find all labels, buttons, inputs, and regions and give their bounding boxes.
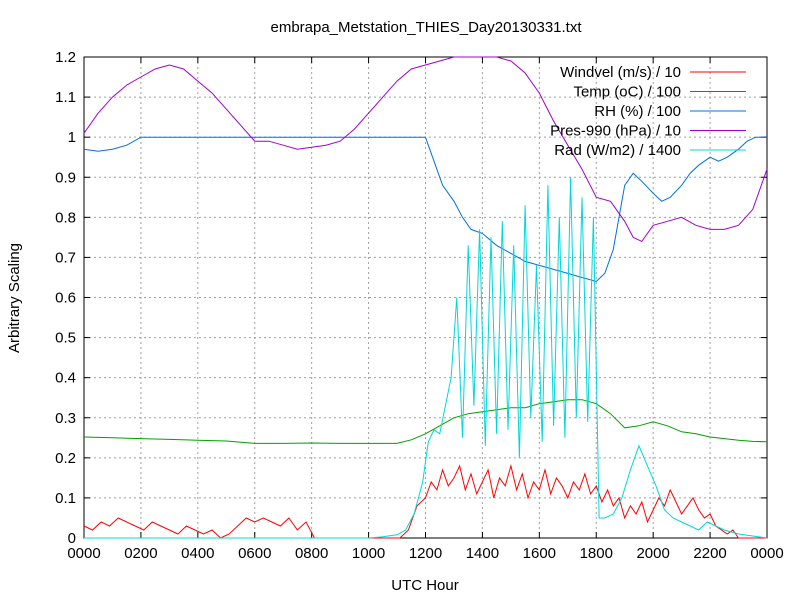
y-tick-label: 0.9 — [55, 169, 76, 186]
x-tick-label: 1000 — [352, 545, 385, 562]
x-tick-label: 1800 — [580, 545, 613, 562]
legend-label: Temp (oC) / 100 — [573, 84, 681, 101]
legend-label: RH (%) / 100 — [594, 103, 681, 120]
y-tick-label: 0.7 — [55, 249, 76, 266]
legend-label: Rad (W/m2) / 1400 — [554, 142, 681, 159]
x-tick-label: 0200 — [124, 545, 157, 562]
x-tick-label: 0400 — [181, 545, 214, 562]
series-line-rad-w-m2-1400 — [84, 177, 768, 539]
y-tick-label: 0.6 — [55, 290, 76, 307]
series-line-pres-990-hpa-10 — [83, 56, 768, 243]
x-tick-label: 1600 — [523, 545, 556, 562]
y-axis: 0 0.1 0.2 0.3 0.4 0.5 0.6 0.7 0.8 0.9 1 1.1 1.2 — [55, 49, 767, 547]
x-tick-label: 0600 — [238, 545, 271, 562]
y-tick-label: 1.2 — [55, 49, 76, 66]
x-tick-label: 2200 — [693, 545, 726, 562]
y-tick-label: 0.3 — [55, 410, 76, 427]
x-tick-label: 1400 — [466, 545, 499, 562]
series-line-temp-oc-100 — [83, 399, 768, 444]
legend: Windvel (m/s) / 10 Temp (oC) / 100 RH (%) … — [550, 64, 746, 159]
y-tick-label: 0.8 — [55, 209, 76, 226]
y-tick-label: 0.4 — [55, 370, 76, 387]
legend-label: Pres-990 (hPa) / 10 — [550, 123, 681, 140]
x-tick-label: 1200 — [409, 545, 442, 562]
y-tick-label: 1 — [68, 129, 76, 146]
x-axis-label: UTC Hour — [391, 577, 459, 594]
y-tick-label: 0.2 — [55, 450, 76, 467]
x-axis: 0000 0200 0400 0600 0800 1000 1200 1400 1600 1800… — [67, 57, 784, 562]
y-axis-label: Arbitrary Scaling — [6, 243, 23, 353]
y-tick-label: 1.1 — [55, 89, 76, 106]
series-group — [83, 56, 768, 539]
legend-label: Windvel (m/s) / 10 — [560, 64, 681, 81]
series-line-rh-100 — [83, 136, 767, 283]
y-tick-label: 0.1 — [55, 490, 76, 507]
chart-title: embrapa_Metstation_THIES_Day20130331.txt — [270, 19, 582, 36]
x-tick-label: 0000 — [750, 545, 783, 562]
y-tick-label: 0 — [68, 530, 76, 547]
x-tick-label: 0800 — [295, 545, 328, 562]
x-tick-label: 2000 — [636, 545, 669, 562]
series-line-windvel-m-s-10 — [83, 463, 767, 539]
y-tick-label: 0.5 — [55, 330, 76, 347]
x-tick-label: 0000 — [67, 545, 100, 562]
